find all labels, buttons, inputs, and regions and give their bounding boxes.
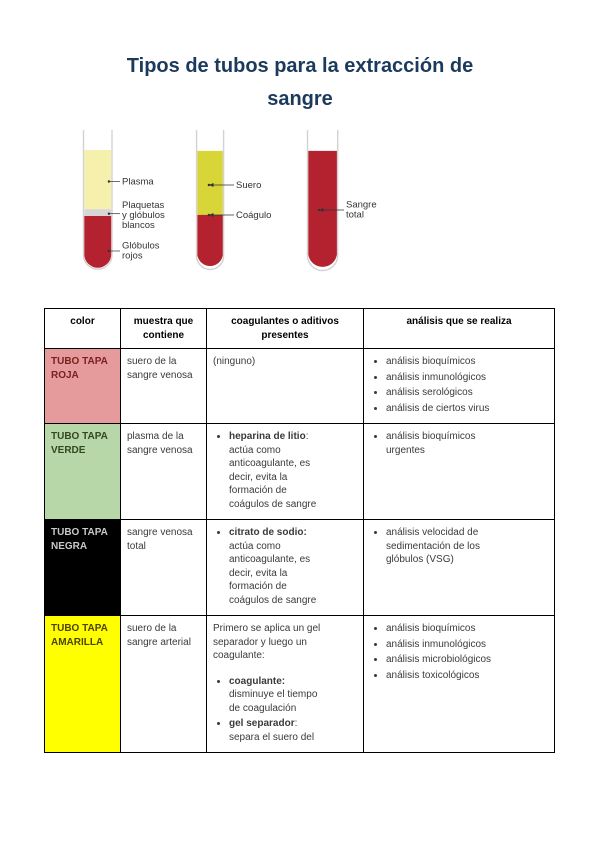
svg-text:total: total <box>346 210 364 221</box>
svg-text:Coágulo: Coágulo <box>236 210 271 221</box>
svg-text:rojos: rojos <box>122 251 143 262</box>
svg-text:Suero: Suero <box>236 180 261 191</box>
svg-text:Plasma: Plasma <box>122 177 154 188</box>
svg-text:blancos: blancos <box>122 220 155 231</box>
